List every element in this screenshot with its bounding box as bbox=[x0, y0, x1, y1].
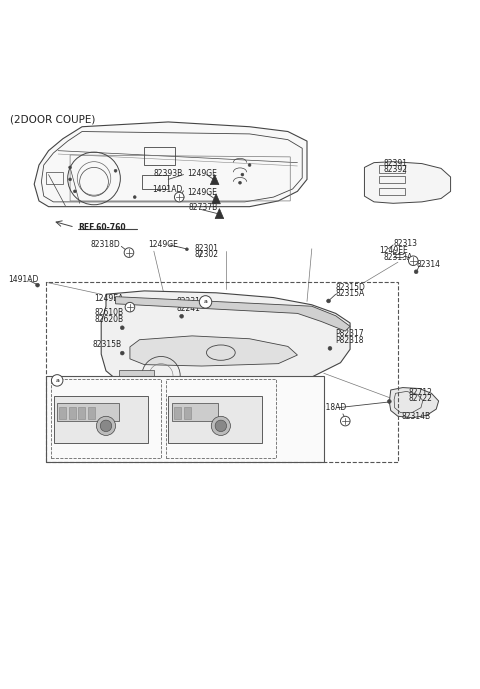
Circle shape bbox=[51, 375, 63, 386]
Polygon shape bbox=[34, 122, 307, 207]
Circle shape bbox=[215, 420, 227, 431]
Circle shape bbox=[120, 326, 124, 329]
Text: 93572A: 93572A bbox=[56, 393, 86, 402]
Polygon shape bbox=[389, 388, 439, 418]
Text: 93576B: 93576B bbox=[185, 442, 215, 451]
FancyBboxPatch shape bbox=[57, 403, 120, 421]
Text: 82314: 82314 bbox=[416, 260, 440, 269]
Polygon shape bbox=[215, 209, 224, 218]
Text: 82392: 82392 bbox=[384, 165, 408, 174]
Circle shape bbox=[114, 169, 117, 172]
Circle shape bbox=[69, 166, 72, 169]
Text: P82317: P82317 bbox=[336, 329, 364, 338]
Circle shape bbox=[73, 190, 76, 193]
Text: 82712: 82712 bbox=[408, 388, 432, 397]
Text: a: a bbox=[204, 300, 207, 305]
Circle shape bbox=[326, 299, 330, 303]
Text: 1249GE: 1249GE bbox=[148, 240, 178, 249]
Polygon shape bbox=[101, 291, 350, 393]
Circle shape bbox=[239, 181, 241, 184]
Circle shape bbox=[328, 347, 332, 350]
Polygon shape bbox=[210, 174, 219, 185]
Circle shape bbox=[100, 420, 112, 431]
FancyBboxPatch shape bbox=[88, 407, 95, 419]
Text: 82302: 82302 bbox=[194, 250, 218, 259]
Text: 93570B: 93570B bbox=[75, 385, 104, 394]
Text: 82231: 82231 bbox=[177, 298, 201, 307]
FancyBboxPatch shape bbox=[172, 403, 217, 421]
Text: a: a bbox=[55, 378, 59, 383]
Circle shape bbox=[174, 192, 184, 202]
Circle shape bbox=[96, 416, 116, 435]
Text: 82314B: 82314B bbox=[402, 412, 431, 421]
Text: 82610B: 82610B bbox=[94, 309, 123, 318]
Circle shape bbox=[211, 416, 230, 435]
Text: 82241: 82241 bbox=[177, 304, 201, 313]
Text: 93571A: 93571A bbox=[70, 435, 99, 444]
Text: 82620B: 82620B bbox=[94, 315, 123, 324]
Text: 1249EA: 1249EA bbox=[94, 294, 123, 303]
Polygon shape bbox=[212, 194, 220, 204]
Text: 82722: 82722 bbox=[408, 394, 432, 403]
Text: 1018AD: 1018AD bbox=[317, 403, 347, 412]
Text: 82737B: 82737B bbox=[188, 203, 217, 212]
Text: 1249GE: 1249GE bbox=[187, 169, 217, 178]
Text: 1249EE: 1249EE bbox=[379, 246, 408, 255]
Text: 93577: 93577 bbox=[192, 393, 216, 402]
Circle shape bbox=[36, 283, 39, 287]
Text: REF.60-760: REF.60-760 bbox=[78, 223, 126, 232]
Polygon shape bbox=[364, 162, 451, 203]
Circle shape bbox=[408, 256, 418, 265]
Polygon shape bbox=[116, 297, 350, 331]
Circle shape bbox=[120, 351, 124, 355]
FancyBboxPatch shape bbox=[69, 407, 76, 419]
Circle shape bbox=[69, 178, 72, 181]
Circle shape bbox=[125, 302, 135, 312]
FancyBboxPatch shape bbox=[168, 395, 262, 442]
Text: 82315D: 82315D bbox=[336, 282, 366, 291]
Text: 1249GE: 1249GE bbox=[187, 188, 217, 197]
FancyBboxPatch shape bbox=[46, 376, 324, 462]
Text: 93575B: 93575B bbox=[190, 385, 219, 394]
Text: 1491AD: 1491AD bbox=[8, 275, 38, 284]
Text: 93572A: 93572A bbox=[58, 393, 88, 402]
Text: 82315A: 82315A bbox=[336, 289, 365, 298]
Circle shape bbox=[180, 314, 183, 318]
Polygon shape bbox=[130, 336, 298, 366]
Text: 82393B: 82393B bbox=[153, 169, 182, 178]
Text: (DRIVE): (DRIVE) bbox=[57, 379, 87, 388]
Text: 82391: 82391 bbox=[384, 159, 408, 168]
Text: 82313: 82313 bbox=[393, 238, 417, 247]
Circle shape bbox=[185, 248, 188, 251]
Circle shape bbox=[199, 296, 212, 308]
Text: 82315B: 82315B bbox=[93, 340, 122, 349]
Text: 82318D: 82318D bbox=[91, 240, 120, 249]
Circle shape bbox=[248, 163, 251, 167]
Text: (2DOOR COUPE): (2DOOR COUPE) bbox=[10, 115, 96, 125]
Circle shape bbox=[387, 400, 391, 403]
Text: 1491AD: 1491AD bbox=[152, 185, 182, 194]
Text: 93710B: 93710B bbox=[54, 442, 84, 451]
FancyBboxPatch shape bbox=[174, 407, 181, 419]
Text: (PASSENGER): (PASSENGER) bbox=[172, 379, 223, 388]
Circle shape bbox=[241, 173, 244, 176]
Text: 82301: 82301 bbox=[194, 245, 218, 254]
FancyBboxPatch shape bbox=[120, 371, 154, 393]
Circle shape bbox=[340, 416, 350, 426]
FancyBboxPatch shape bbox=[183, 407, 191, 419]
Circle shape bbox=[181, 196, 184, 198]
Text: 82313A: 82313A bbox=[384, 253, 413, 262]
FancyBboxPatch shape bbox=[59, 407, 66, 419]
FancyBboxPatch shape bbox=[78, 407, 85, 419]
Text: P82318: P82318 bbox=[336, 336, 364, 344]
Circle shape bbox=[124, 248, 134, 258]
FancyBboxPatch shape bbox=[54, 395, 148, 442]
Circle shape bbox=[133, 196, 136, 198]
Circle shape bbox=[414, 270, 418, 274]
